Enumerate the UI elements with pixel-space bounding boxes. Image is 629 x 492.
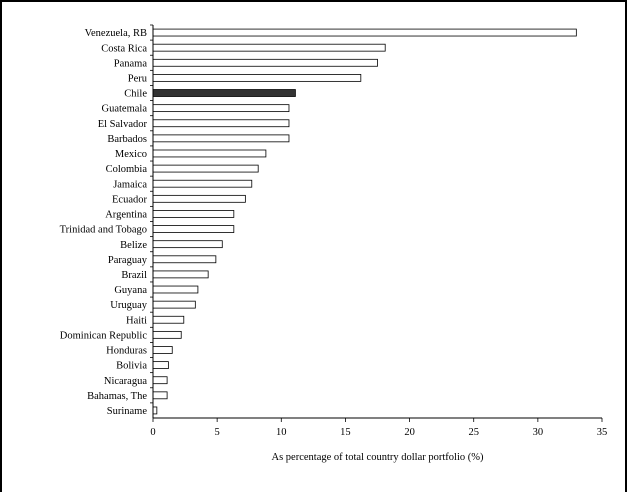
category-label: Dominican Republic — [60, 330, 148, 341]
category-label: Peru — [128, 74, 148, 85]
bar-costa-rica — [152, 43, 386, 52]
category-label: Bolivia — [116, 361, 147, 372]
x-axis-title: As percentage of total country dollar po… — [272, 452, 484, 463]
bar-uruguay — [152, 300, 196, 309]
category-label: Guatemala — [102, 104, 148, 115]
bar-suriname — [152, 406, 158, 415]
category-label: Jamaica — [113, 179, 147, 190]
category-label: Mexico — [115, 149, 147, 160]
bar-mexico — [152, 149, 267, 158]
category-label: El Salvador — [98, 119, 148, 130]
category-label: Trinidad and Tobago — [60, 225, 147, 236]
x-ticks-group: 0 5 10 15 20 25 30 35 — [150, 418, 607, 438]
category-label: Belize — [120, 240, 147, 251]
x-tick-label: 20 — [404, 427, 415, 438]
category-label: Haiti — [126, 315, 147, 326]
category-label: Argentina — [105, 210, 147, 221]
category-label: Guyana — [114, 285, 147, 296]
x-tick-label: 30 — [533, 427, 544, 438]
bars-group — [152, 28, 577, 415]
bar-guatemala — [152, 104, 290, 113]
bar-bolivia — [152, 361, 169, 369]
category-label: Costa Rica — [101, 43, 147, 54]
bar-trinidad-and-tobago — [152, 225, 235, 233]
bar-honduras — [152, 346, 173, 354]
category-label: Paraguay — [108, 255, 148, 266]
category-label: Honduras — [106, 346, 147, 357]
category-label: Brazil — [121, 270, 147, 281]
category-labels-group: Venezuela, RB Costa Rica Panama Peru Chile Gu… — [60, 24, 153, 417]
x-tick-label: 15 — [340, 427, 351, 438]
bar-el-salvador — [152, 119, 290, 128]
bar-belize — [152, 240, 223, 249]
bar-haiti — [152, 315, 185, 324]
bar-panama — [152, 58, 378, 67]
category-label: Ecuador — [112, 194, 147, 205]
bar-peru — [152, 74, 362, 82]
bar-brazil — [152, 270, 209, 279]
bar-nicaragua — [152, 376, 168, 385]
bar-bahamas-the — [152, 391, 168, 400]
bar-dominican-republic — [152, 330, 182, 339]
bar-colombia — [152, 164, 259, 173]
x-tick-label: 0 — [150, 427, 155, 438]
category-label: Panama — [114, 58, 148, 69]
category-label: Suriname — [107, 406, 148, 417]
x-tick-label: 25 — [468, 427, 479, 438]
category-label: Chile — [124, 89, 147, 100]
category-label: Nicaragua — [104, 376, 147, 387]
bar-barbados — [152, 134, 290, 143]
bar-chile — [152, 89, 296, 97]
bar-argentina — [152, 210, 235, 218]
x-tick-label: 35 — [597, 427, 608, 438]
x-tick-label: 5 — [215, 427, 220, 438]
bar-jamaica — [152, 179, 253, 188]
bar-guyana — [152, 285, 199, 294]
category-label: Venezuela, RB — [85, 28, 147, 39]
bar-ecuador — [152, 194, 246, 203]
bar-venezuela-rb — [152, 28, 577, 37]
category-label: Uruguay — [110, 300, 147, 311]
bar-paraguay — [152, 255, 217, 264]
x-tick-label: 10 — [276, 427, 287, 438]
category-label: Barbados — [107, 134, 147, 145]
category-label: Bahamas, The — [87, 391, 147, 402]
category-label: Colombia — [106, 164, 148, 175]
